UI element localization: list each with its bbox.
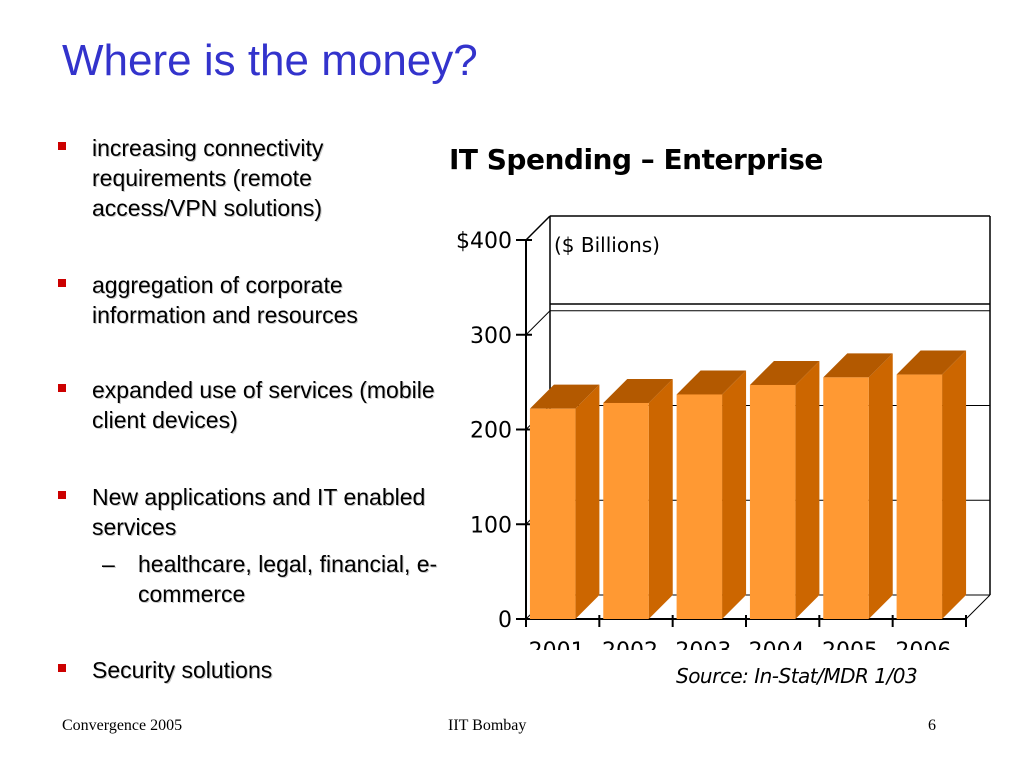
x-tick-label: 2004: [749, 639, 805, 650]
bullet-text: aggregation of corporate information and…: [92, 272, 358, 328]
bullet-marker-icon: [58, 142, 66, 150]
annotation-backing: [551, 226, 989, 304]
sub-bullet-text: healthcare, legal, financial, e-commerce: [138, 551, 438, 607]
x-tick-label: 2002: [602, 639, 658, 650]
bullet-marker-icon: [58, 384, 66, 392]
dash-icon: –: [102, 551, 115, 577]
bar-2004: [749, 360, 820, 619]
bar-2005: [823, 353, 893, 619]
bar-front: [529, 408, 576, 619]
bar-top: [529, 384, 600, 409]
chart-title: IT Spending – Enterprise: [449, 143, 823, 176]
y-tick-label: 200: [470, 419, 512, 444]
bullet-text: expanded use of services (mobile client …: [92, 377, 435, 433]
bar-top: [896, 350, 967, 375]
bar-side: [868, 353, 893, 619]
grid-depth-line: [525, 310, 551, 336]
bullet-text: New applications and IT enabled services: [92, 484, 426, 540]
y-tick-label: $400: [456, 229, 512, 254]
bar-side: [575, 384, 600, 619]
bar-top: [749, 360, 820, 385]
x-tick-label: 2005: [822, 639, 878, 650]
bar-top: [676, 370, 747, 395]
x-tick-label: 2006: [895, 639, 951, 650]
bar-front: [823, 377, 869, 619]
chart-source: Source: In-Stat/MDR 1/03: [676, 664, 918, 688]
bar-front: [603, 402, 649, 619]
bar-2001: [529, 384, 600, 619]
slide-title: Where is the money?: [62, 36, 478, 85]
footer-left: Convergence 2005: [62, 717, 183, 734]
bar-top: [823, 353, 893, 378]
bar-front: [896, 374, 943, 619]
y-tick-label: 0: [498, 608, 512, 633]
bar-side: [795, 360, 820, 619]
bullet-marker-icon: [58, 664, 66, 672]
bullet-marker-icon: [58, 279, 66, 287]
y-tick-label: 300: [470, 324, 512, 349]
plot-floor-right-depth-line: [965, 594, 991, 620]
bar-2003: [676, 370, 747, 619]
bar-front: [749, 384, 796, 619]
footer-center: IIT Bombay: [448, 717, 527, 734]
bars: [529, 350, 967, 619]
bar-2006: [896, 350, 967, 619]
footer-page-number: 6: [928, 717, 936, 734]
bar-side: [648, 378, 673, 619]
bar-side: [942, 350, 967, 619]
plot-depth-top-line: [525, 215, 551, 241]
y-ticks: 0 100 200 300 $400: [456, 229, 532, 633]
bar-front: [676, 394, 723, 619]
bullet-text: Security solutions: [92, 657, 273, 683]
bar-side: [722, 370, 747, 619]
x-tick-label: 2001: [529, 639, 585, 650]
bullet-marker-icon: [58, 491, 66, 499]
bar-2002: [603, 378, 673, 619]
bullet-text: increasing connectivity requirements (re…: [92, 135, 324, 221]
y-tick-label: 100: [470, 513, 512, 538]
bar-top: [603, 378, 673, 403]
chart-annotation: ($ Billions): [554, 233, 660, 257]
